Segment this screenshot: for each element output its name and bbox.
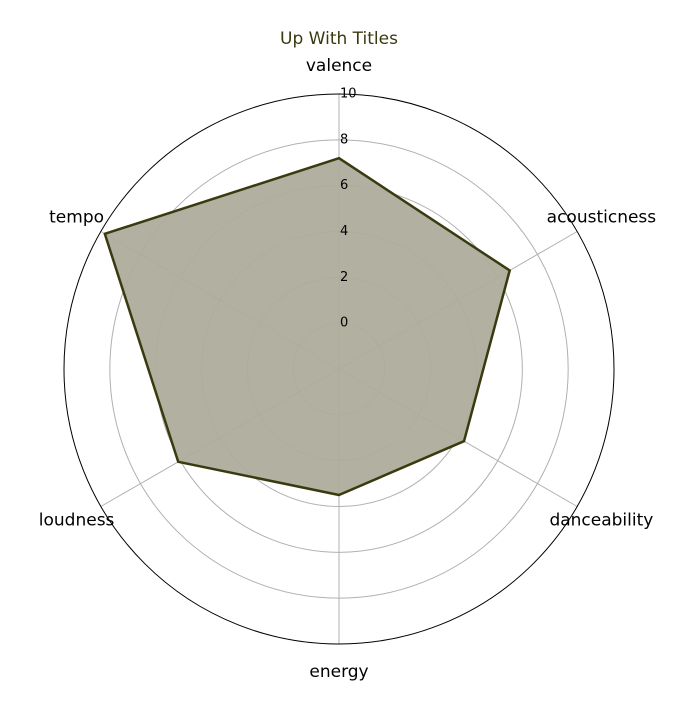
data-point-valence bbox=[337, 157, 341, 160]
r-tick-label-4: 8 bbox=[340, 132, 348, 147]
label-layer: valence acousticness danceability energy lou… bbox=[39, 56, 657, 682]
data-point-loudness bbox=[177, 460, 180, 463]
r-tick-label-3: 6 bbox=[340, 178, 348, 193]
axis-label-valence: valence bbox=[306, 56, 372, 76]
axis-label-tempo: tempo bbox=[49, 208, 104, 228]
chart-title: Up With Titles bbox=[280, 29, 398, 49]
r-tick-label-5: 10 bbox=[340, 87, 357, 102]
axis-label-loudness: loudness bbox=[39, 511, 115, 531]
series-layer bbox=[103, 156, 511, 497]
data-point-tempo bbox=[103, 232, 107, 235]
r-tick-label-2: 4 bbox=[340, 224, 348, 239]
series-area-0 bbox=[103, 156, 511, 497]
r-tick-label-1: 2 bbox=[340, 270, 348, 285]
r-tick-label-0: 0 bbox=[340, 316, 348, 331]
axis-label-energy: energy bbox=[309, 662, 368, 682]
outer-frame bbox=[63, 93, 615, 645]
tick-layer: 0 2 4 6 8 10 bbox=[340, 87, 357, 331]
data-point-acousticness bbox=[508, 269, 511, 272]
data-point-energy bbox=[337, 493, 341, 497]
axis-label-acousticness: acousticness bbox=[547, 208, 657, 228]
frame-layer bbox=[63, 93, 615, 645]
data-point-danceability bbox=[462, 440, 466, 443]
axis-label-danceability: danceability bbox=[549, 511, 653, 531]
